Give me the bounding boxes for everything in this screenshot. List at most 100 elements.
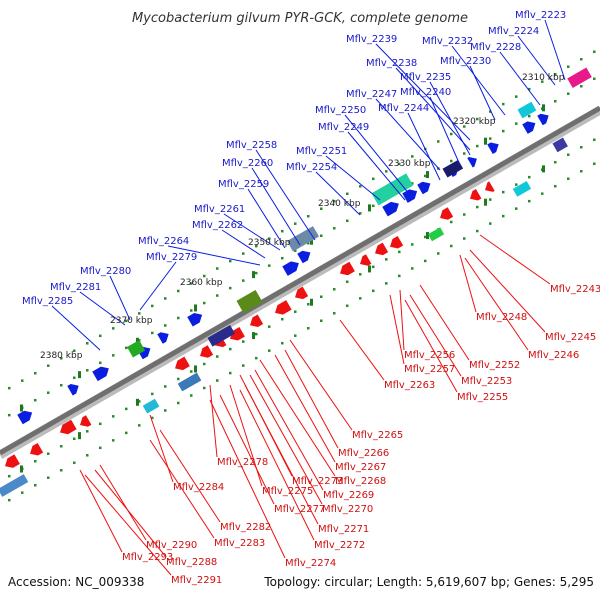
tick-dot — [151, 331, 154, 335]
gene-label: Mflv_2271 — [318, 524, 369, 535]
reverse-gene-arrow — [200, 345, 214, 358]
tick-dot — [398, 162, 401, 166]
gene-label: Mflv_2293 — [122, 552, 173, 563]
tick-dot — [242, 252, 245, 255]
gene-label: Mflv_2238 — [366, 58, 417, 69]
leader-line — [289, 339, 353, 431]
major-tick — [194, 304, 197, 312]
tick-dot — [164, 297, 167, 300]
tick-dot — [229, 259, 232, 263]
feature-box — [177, 372, 202, 392]
tick-dot — [21, 491, 24, 494]
leader-line — [79, 469, 123, 553]
feature-box — [567, 67, 592, 89]
reverse-gene-arrow — [250, 314, 264, 328]
gene-label: Mflv_2240 — [400, 87, 451, 98]
tick-dot — [502, 190, 505, 194]
tick-dot — [216, 379, 219, 382]
tick-dot — [151, 304, 154, 308]
tick-dot — [554, 160, 557, 164]
tick-dot — [47, 452, 50, 455]
leader-line — [344, 114, 411, 196]
tick-dot — [463, 152, 466, 155]
tick-dot — [320, 234, 323, 237]
tick-dot — [8, 474, 11, 478]
gene-label: Mflv_2253 — [461, 376, 512, 387]
tick-dot — [580, 146, 583, 149]
gene-label: Mflv_2274 — [285, 558, 336, 569]
tick-dot — [359, 297, 362, 300]
tick-dot — [8, 386, 11, 390]
leader-line — [239, 389, 315, 541]
leader-line — [94, 469, 167, 558]
gene-label: Mflv_2290 — [146, 540, 197, 551]
gene-label: Mflv_2281 — [50, 282, 101, 293]
tick-dot — [307, 214, 310, 218]
tick-dot — [125, 346, 128, 350]
tick-dot — [385, 258, 388, 261]
gene-label: Mflv_2273 — [292, 476, 343, 487]
reverse-gene-arrow — [360, 254, 372, 266]
tick-label: 2380 kbp — [40, 351, 83, 361]
tick-dot — [99, 361, 102, 365]
leader-line — [407, 112, 441, 181]
leader-line — [159, 429, 221, 523]
tick-dot — [281, 256, 284, 260]
leader-line — [389, 294, 405, 365]
tick-dot — [489, 110, 492, 113]
tick-dot — [580, 170, 583, 173]
leader-line — [149, 439, 215, 539]
feature-box — [552, 137, 568, 153]
tick-dot — [320, 295, 323, 298]
leader-line — [209, 399, 286, 559]
forward-gene-arrow — [537, 113, 549, 126]
tick-dot — [138, 312, 141, 315]
gene-label: Mflv_2247 — [346, 89, 397, 100]
leader-line — [451, 45, 506, 116]
gene-label: Mflv_2291 — [171, 575, 222, 586]
tick-dot — [268, 237, 271, 240]
leader-line — [375, 43, 471, 141]
major-tick — [310, 298, 313, 306]
tick-dot — [86, 369, 89, 372]
tick-dot — [177, 377, 180, 381]
tick-dot — [125, 431, 128, 435]
tick-dot — [203, 274, 206, 278]
tick-dot — [580, 85, 583, 88]
tick-dot — [151, 392, 154, 396]
tick-dot — [502, 102, 505, 106]
tick-dot — [424, 259, 427, 263]
tick-dot — [34, 398, 37, 402]
tick-dot — [515, 95, 518, 98]
tick-dot — [463, 125, 466, 128]
reverse-gene-arrow — [80, 415, 92, 427]
leader-line — [544, 19, 566, 81]
leader-line — [109, 275, 131, 321]
tick-dot — [164, 409, 167, 412]
map-title: Mycobacterium gilvum PYR-GCK, complete g… — [132, 11, 468, 26]
tick-dot — [99, 446, 102, 450]
tick-dot — [281, 341, 284, 345]
forward-gene-arrow — [17, 410, 33, 425]
tick-dot — [502, 214, 505, 218]
tick-dot — [333, 227, 336, 230]
tick-dot — [34, 459, 37, 463]
tick-dot — [190, 309, 193, 312]
gene-label: Mflv_2223 — [515, 10, 566, 21]
tick-dot — [554, 184, 557, 188]
tick-label: 2370 kbp — [110, 316, 153, 326]
gene-label: Mflv_2267 — [335, 462, 386, 473]
gene-label: Mflv_2264 — [138, 236, 189, 247]
gene-label: Mflv_2246 — [528, 350, 579, 361]
tick-dot — [125, 407, 128, 411]
tick-dot — [541, 192, 544, 195]
leader-line — [51, 305, 101, 351]
tick-dot — [229, 286, 232, 290]
tick-dot — [567, 65, 570, 68]
tick-dot — [268, 325, 271, 328]
leader-line — [517, 35, 556, 86]
tick-dot — [450, 244, 453, 248]
leader-line — [479, 234, 551, 285]
tick-dot — [60, 445, 63, 448]
leader-line — [254, 369, 324, 491]
